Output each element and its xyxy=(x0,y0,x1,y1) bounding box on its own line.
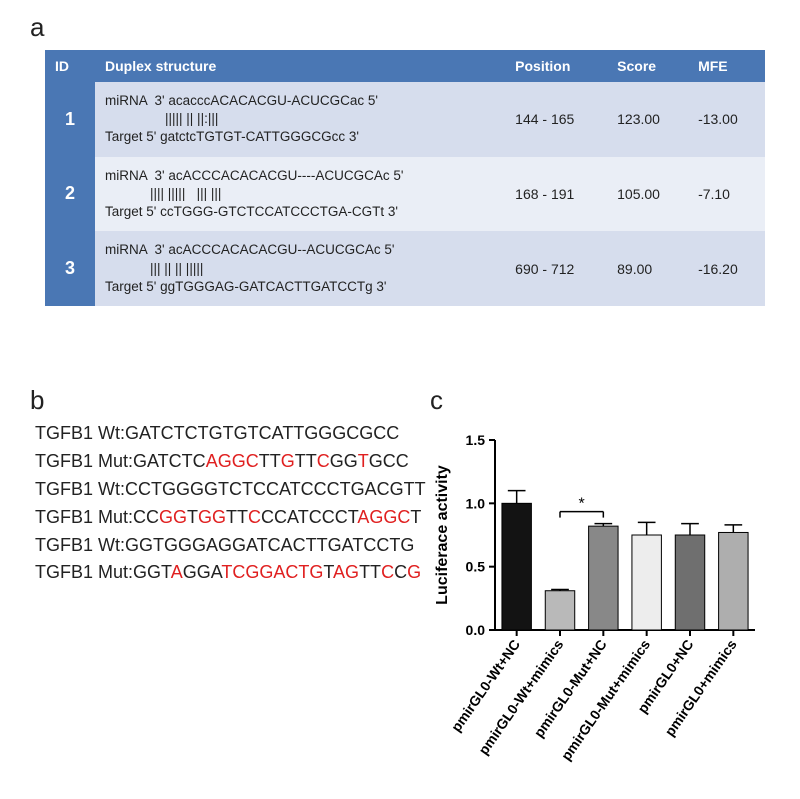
mut-base: C xyxy=(248,507,261,527)
mut-base: C xyxy=(381,562,394,582)
base: CCATCCCT xyxy=(261,507,357,527)
base: GATCTCTGTGTCATTGGGCGCC xyxy=(125,423,399,443)
base: T xyxy=(187,507,198,527)
svg-text:1.0: 1.0 xyxy=(466,495,486,511)
row-id: 2 xyxy=(45,157,95,232)
mut-base: AGGC xyxy=(357,507,410,527)
mut-base: AG xyxy=(333,562,359,582)
cell-position: 168 - 191 xyxy=(505,157,607,232)
cell-mfe: -13.00 xyxy=(688,82,765,157)
base: C xyxy=(394,562,407,582)
bar xyxy=(589,526,618,630)
table-header-mfe: MFE xyxy=(688,50,765,82)
mut-base: T xyxy=(358,451,369,471)
cell-mfe: -16.20 xyxy=(688,231,765,306)
duplex-table: IDDuplex structurePositionScoreMFE 1miRN… xyxy=(45,50,765,306)
luciferase-chart: 0.0 0.5 1.0 1.5 Luciferace activity pmirGL0-W… xyxy=(420,425,780,775)
bar xyxy=(502,503,531,630)
base: T xyxy=(323,562,333,582)
sequence-label: TGFB1 Mut: xyxy=(35,562,133,582)
svg-text:0.0: 0.0 xyxy=(466,622,486,638)
mut-base: TCGGACTG xyxy=(221,562,323,582)
table-row: 3miRNA 3' acACCCACACACGU--ACUCGCAc 5' ||… xyxy=(45,231,765,306)
mut-base: G xyxy=(281,451,295,471)
svg-text:Luciferace activity: Luciferace activity xyxy=(434,465,451,605)
sequence-line: TGFB1 Mut:GGTAGGATCGGACTGTAGTTCCG xyxy=(35,559,426,587)
base: CC xyxy=(133,507,159,527)
sequence-line: TGFB1 Mut:CCGGTGGTTCCCATCCCTAGGCT xyxy=(35,504,426,532)
base: GCC xyxy=(369,451,409,471)
sequence-label: TGFB1 Wt: xyxy=(35,423,125,443)
table-header-position: Position xyxy=(505,50,607,82)
duplex-structure: miRNA 3' acACCCACACACGU--ACUCGCAc 5' |||… xyxy=(95,231,505,306)
mut-base: GG xyxy=(159,507,187,527)
panel-b-label: b xyxy=(30,385,44,416)
sequence-line: TGFB1 Wt:GATCTCTGTGTCATTGGGCGCC xyxy=(35,420,426,448)
bar xyxy=(675,535,704,630)
cell-score: 89.00 xyxy=(607,231,688,306)
base: TT xyxy=(259,451,281,471)
sequence-line: TGFB1 Wt:CCTGGGGTCTCCATCCCTGACGTT xyxy=(35,476,426,504)
base: GG xyxy=(330,451,358,471)
sequence-line: TGFB1 Wt:GGTGGGAGGATCACTTGATCCTG xyxy=(35,532,426,560)
base: TT xyxy=(226,507,248,527)
cell-position: 144 - 165 xyxy=(505,82,607,157)
base: TT xyxy=(359,562,381,582)
sequence-label: TGFB1 Wt: xyxy=(35,479,125,499)
svg-text:1.5: 1.5 xyxy=(466,432,486,448)
mut-base: G xyxy=(407,562,421,582)
duplex-structure: miRNA 3' acACCCACACACGU----ACUCGCAc 5' |… xyxy=(95,157,505,232)
panel-a-label: a xyxy=(30,12,44,43)
cell-mfe: -7.10 xyxy=(688,157,765,232)
base: GGA xyxy=(183,562,222,582)
base: GGTGGGAGGATCACTTGATCCTG xyxy=(125,535,414,555)
svg-text:0.5: 0.5 xyxy=(466,559,486,575)
table-header-duplex-structure: Duplex structure xyxy=(95,50,505,82)
cell-score: 105.00 xyxy=(607,157,688,232)
cell-score: 123.00 xyxy=(607,82,688,157)
row-id: 1 xyxy=(45,82,95,157)
base: GGT xyxy=(133,562,171,582)
mut-base: GG xyxy=(198,507,226,527)
row-id: 3 xyxy=(45,231,95,306)
duplex-structure: miRNA 3' acacccACACACGU-ACUCGCac 5' ||||… xyxy=(95,82,505,157)
sequence-block: TGFB1 Wt:GATCTCTGTGTCATTGGGCGCCTGFB1 Mut… xyxy=(35,420,426,587)
sequence-label: TGFB1 Mut: xyxy=(35,507,133,527)
svg-text:*: * xyxy=(579,496,585,513)
mut-base: AGGC xyxy=(206,451,259,471)
panel-c-label: c xyxy=(430,385,443,416)
table-header-score: Score xyxy=(607,50,688,82)
table-row: 2miRNA 3' acACCCACACACGU----ACUCGCAc 5' … xyxy=(45,157,765,232)
base: CCTGGGGTCTCCATCCCTGACGTT xyxy=(125,479,426,499)
base: GATCTC xyxy=(133,451,206,471)
table-header-id: ID xyxy=(45,50,95,82)
bar xyxy=(719,532,748,630)
mut-base: C xyxy=(317,451,330,471)
svg-text:pmirGL0-Wt+mimics: pmirGL0-Wt+mimics xyxy=(475,636,567,757)
bar xyxy=(632,535,661,630)
mut-base: A xyxy=(171,562,183,582)
table-row: 1miRNA 3' acacccACACACGU-ACUCGCac 5' |||… xyxy=(45,82,765,157)
sequence-label: TGFB1 Mut: xyxy=(35,451,133,471)
sequence-line: TGFB1 Mut:GATCTCAGGCTTGTTCGGTGCC xyxy=(35,448,426,476)
cell-position: 690 - 712 xyxy=(505,231,607,306)
bar xyxy=(545,591,574,630)
sequence-label: TGFB1 Wt: xyxy=(35,535,125,555)
base: TT xyxy=(295,451,317,471)
